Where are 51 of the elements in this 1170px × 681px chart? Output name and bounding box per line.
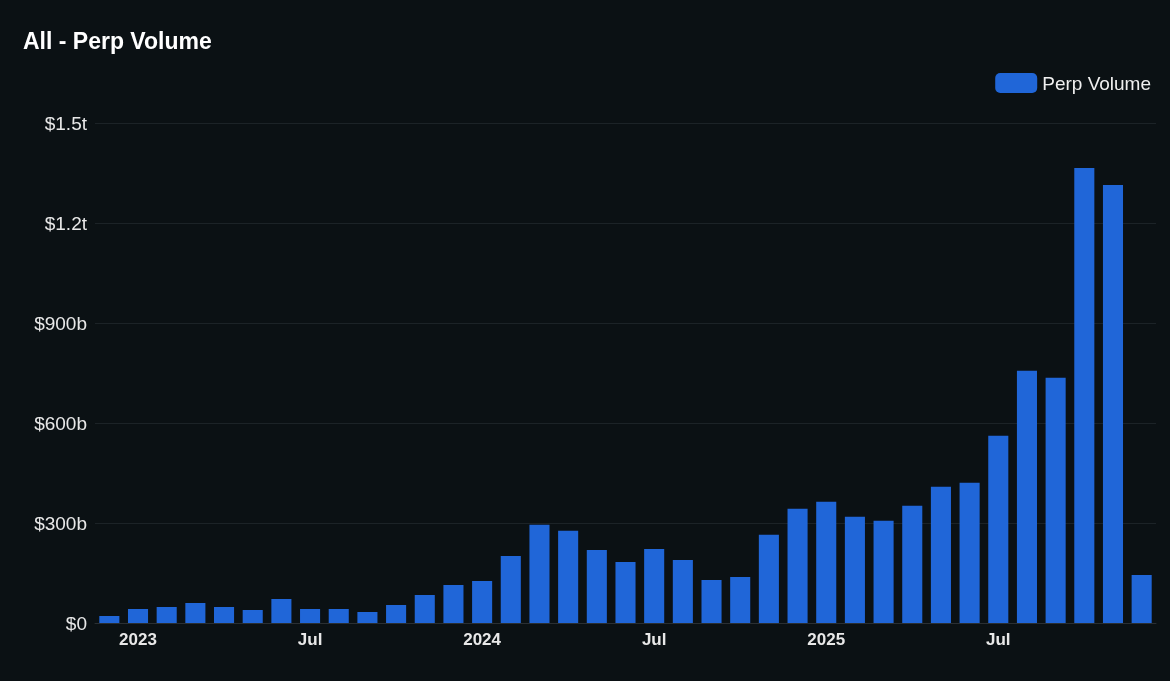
bar	[816, 501, 837, 623]
bar	[357, 612, 378, 623]
bar	[1045, 377, 1066, 623]
bar	[902, 505, 923, 623]
x-tick-label: 2025	[807, 630, 846, 649]
y-tick-label: $900b	[34, 312, 87, 334]
x-tick-label: Jul	[297, 630, 323, 649]
bar	[1131, 575, 1152, 623]
bar	[1102, 185, 1124, 623]
bar	[271, 599, 292, 623]
bar	[156, 607, 177, 623]
bar	[701, 580, 722, 623]
y-tick-label: $1.2t	[44, 212, 88, 234]
bar	[214, 607, 235, 623]
y-tick-label: $1.5t	[44, 112, 88, 134]
bar	[644, 549, 665, 623]
bar	[930, 486, 951, 623]
bar	[472, 581, 493, 623]
bar	[127, 609, 149, 623]
bar	[586, 550, 607, 623]
bar	[844, 516, 865, 623]
y-tick-label: $0	[65, 612, 87, 634]
bar	[672, 560, 693, 623]
bar	[1074, 168, 1095, 623]
bar	[730, 577, 751, 623]
bar	[443, 585, 464, 623]
bar	[386, 605, 407, 623]
x-tick-label: Jul	[641, 630, 667, 649]
bar	[529, 524, 550, 623]
bar	[300, 609, 321, 623]
bar	[758, 534, 779, 623]
y-tick-label: $600b	[34, 412, 87, 434]
x-tick-label: Jul	[986, 630, 1011, 649]
bar	[242, 610, 263, 623]
x-tick-label: 2024	[463, 630, 502, 649]
bar	[988, 435, 1009, 623]
bar	[500, 556, 521, 623]
chart-title: All - Perp Volume	[23, 27, 212, 54]
bar	[959, 482, 980, 623]
bar	[787, 508, 808, 623]
y-tick-label: $300b	[34, 512, 87, 534]
bar	[185, 603, 206, 623]
bar	[414, 595, 435, 623]
bar	[1016, 370, 1037, 623]
bar	[615, 562, 636, 623]
legend-label: Perp Volume	[1042, 72, 1152, 94]
x-tick-label: 2023	[119, 630, 157, 649]
bar	[328, 609, 349, 623]
bar	[873, 520, 894, 623]
bar	[99, 616, 120, 623]
bar	[558, 530, 579, 623]
